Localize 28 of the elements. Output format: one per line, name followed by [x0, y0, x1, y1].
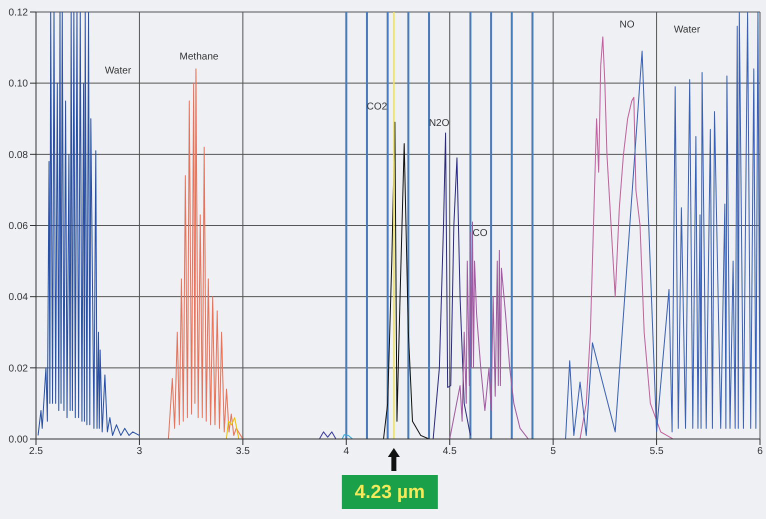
y-tick-label: 0.12 — [8, 8, 28, 19]
x-tick-label: 2.5 — [29, 446, 44, 458]
y-tick-label: 0.06 — [8, 221, 28, 232]
annotation: Methane — [180, 52, 218, 62]
line-series — [38, 12, 140, 436]
annotation: CO — [472, 228, 488, 240]
x-tick-label: 4.5 — [442, 446, 458, 458]
x-tick-label: 4 — [344, 446, 350, 458]
annotation: NO — [620, 20, 634, 30]
annotation: Water — [104, 66, 132, 76]
y-tick-label: 0.08 — [8, 150, 28, 161]
y-tick-label: 0.10 — [8, 78, 28, 90]
x-tick-label: 5.5 — [650, 446, 664, 458]
line-series — [168, 68, 244, 439]
y-tick-label: 0.02 — [8, 363, 28, 374]
y-tick-label: 0.04 — [8, 292, 28, 304]
annotation: Water — [674, 24, 700, 36]
ref-line-label: 4.23 µm — [354, 482, 425, 503]
x-tick-label: 3 — [136, 446, 143, 458]
x-tick-label: 5 — [550, 446, 556, 458]
line-series — [432, 132, 471, 439]
line-series — [580, 36, 674, 439]
x-tick-label: 3.5 — [236, 446, 250, 458]
line-series — [383, 122, 430, 439]
y-tick-label: 0.00 — [8, 434, 28, 446]
x-tick-label: 6 — [757, 446, 764, 458]
line-series — [226, 417, 240, 439]
line-series — [449, 221, 529, 439]
